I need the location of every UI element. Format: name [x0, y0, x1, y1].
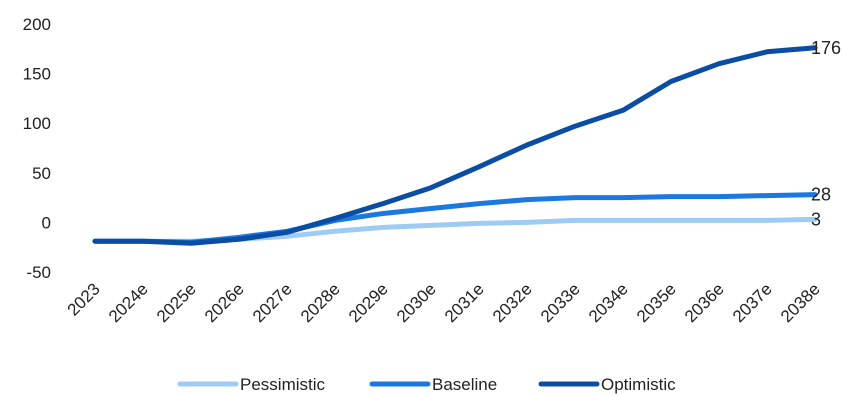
series-end-labels: 3 28 176 — [811, 38, 841, 230]
x-tick-label: 2028e — [297, 279, 344, 326]
series-line-pessimistic — [92, 216, 818, 244]
legend-label-pessimistic: Pessimistic — [240, 375, 326, 394]
x-tick-label: 2029e — [345, 279, 392, 326]
x-axis-tick-labels: 2023 2024e 2025e 2026e 2027e 2028e 2029e 2030e 2… — [64, 279, 824, 326]
x-tick-label: 2034e — [585, 279, 632, 326]
end-label-baseline: 28 — [811, 185, 831, 205]
x-tick-label: 2025e — [153, 279, 200, 326]
x-tick-label: 2024e — [105, 279, 152, 326]
x-tick-label: 2032e — [489, 279, 536, 326]
x-tick-label: 2035e — [633, 279, 680, 326]
y-tick-label: 150 — [23, 65, 51, 84]
y-axis-tick-labels: -50 0 50 100 150 200 — [23, 15, 51, 282]
x-tick-label: 2038e — [777, 279, 824, 326]
series-lines — [92, 45, 818, 246]
x-tick-label: 2026e — [201, 279, 248, 326]
x-tick-label: 2037e — [729, 279, 776, 326]
y-tick-label: 100 — [23, 114, 51, 133]
x-tick-label: 2031e — [441, 279, 488, 326]
y-tick-label: -50 — [26, 263, 51, 282]
y-tick-label: 0 — [42, 213, 51, 232]
legend-label-baseline: Baseline — [432, 375, 497, 394]
end-label-pessimistic: 3 — [811, 209, 821, 229]
x-tick-label: 2023 — [64, 279, 104, 319]
x-tick-label: 2036e — [681, 279, 728, 326]
x-tick-label: 2027e — [249, 279, 296, 326]
legend-label-optimistic: Optimistic — [601, 375, 676, 394]
x-tick-label: 2030e — [393, 279, 440, 326]
end-label-optimistic: 176 — [811, 38, 841, 58]
y-tick-label: 50 — [32, 164, 51, 183]
legend: Pessimistic Baseline Optimistic — [177, 375, 676, 394]
x-tick-label: 2033e — [537, 279, 584, 326]
y-tick-label: 200 — [23, 15, 51, 34]
series-line-optimistic — [92, 45, 818, 246]
